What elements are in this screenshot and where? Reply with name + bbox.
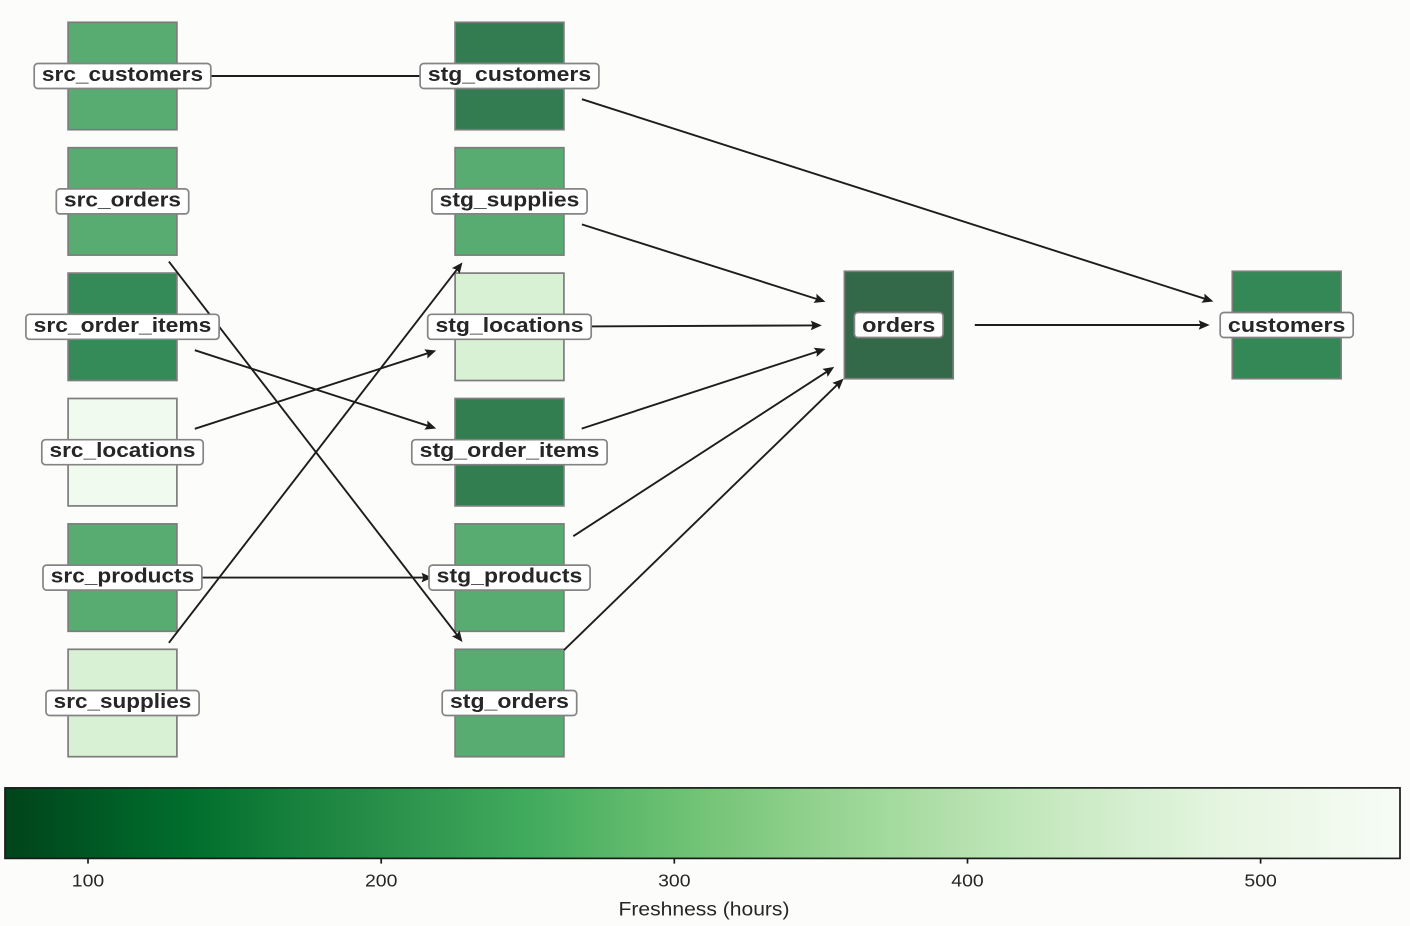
svg-text:100: 100 [72, 871, 105, 891]
svg-text:src_supplies: src_supplies [54, 690, 192, 713]
svg-text:stg_supplies: stg_supplies [440, 188, 580, 211]
svg-text:stg_locations: stg_locations [436, 314, 584, 337]
svg-text:400: 400 [951, 871, 984, 891]
svg-text:500: 500 [1244, 871, 1277, 891]
svg-text:300: 300 [658, 871, 691, 891]
svg-text:src_orders: src_orders [64, 188, 181, 211]
svg-text:stg_orders: stg_orders [450, 690, 569, 713]
svg-text:Freshness (hours): Freshness (hours) [619, 900, 790, 921]
svg-text:customers: customers [1228, 314, 1346, 337]
svg-text:orders: orders [862, 314, 935, 337]
svg-text:src_products: src_products [51, 565, 194, 588]
svg-text:src_order_items: src_order_items [34, 314, 212, 337]
svg-text:src_customers: src_customers [42, 63, 203, 86]
svg-text:stg_customers: stg_customers [428, 63, 591, 86]
svg-text:stg_products: stg_products [437, 565, 583, 588]
svg-text:200: 200 [365, 871, 398, 891]
svg-text:src_locations: src_locations [50, 439, 196, 462]
svg-text:stg_order_items: stg_order_items [420, 439, 600, 462]
